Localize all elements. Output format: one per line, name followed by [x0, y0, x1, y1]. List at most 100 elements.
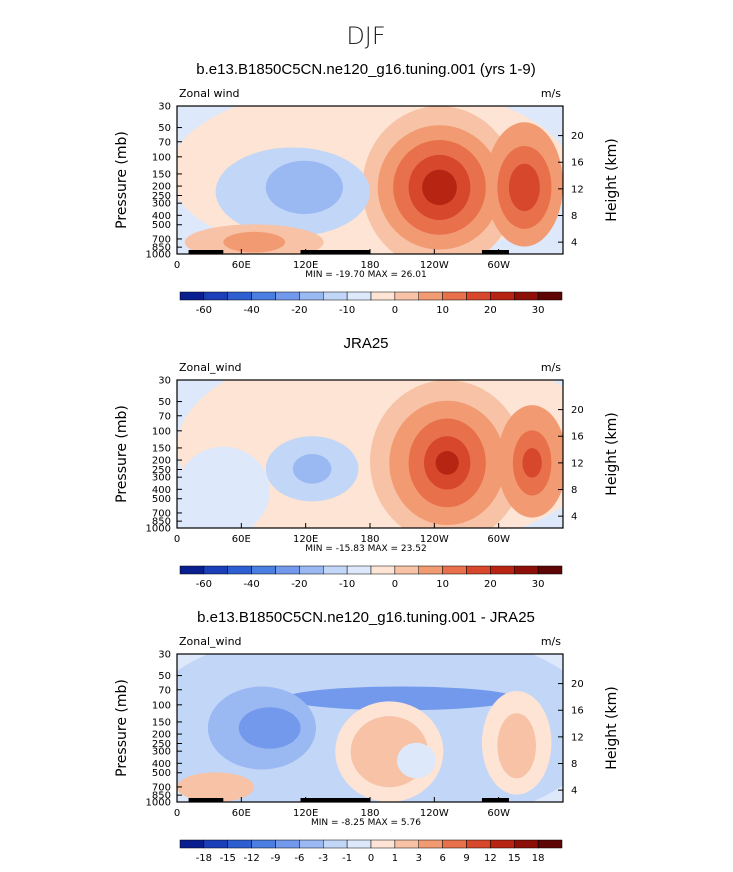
- y-tick-label: 1000: [146, 250, 171, 261]
- colorbar-swatch: [346, 291, 372, 301]
- colorbar-label: 6: [439, 853, 445, 864]
- y-tick-label: 700: [152, 234, 171, 245]
- x-tick-label: 120W: [420, 534, 449, 545]
- colorbar-label: -20: [291, 579, 307, 590]
- y2-tick-label: 16: [571, 706, 584, 717]
- colorbar-swatch: [370, 291, 396, 301]
- y2-tick-label: 12: [571, 732, 584, 743]
- colorbar-swatch: [466, 565, 491, 575]
- colorbar-label: -40: [243, 305, 259, 316]
- colorbar-swatch: [179, 839, 205, 849]
- contour-fill: [285, 686, 517, 711]
- y-tick-label: 100: [152, 700, 171, 711]
- y-tick-label: 700: [152, 508, 171, 519]
- colorbar-label: 20: [484, 579, 497, 590]
- y-tick-label: 500: [152, 768, 171, 779]
- colorbar-swatch: [514, 291, 539, 301]
- y-tick-label: 70: [158, 411, 171, 422]
- contour-fill: [177, 446, 270, 528]
- y-axis-title: Pressure (mb): [114, 405, 130, 503]
- colorbar-label: -15: [220, 853, 236, 864]
- contour-fill: [177, 772, 255, 802]
- x-tick-label: 120E: [293, 260, 318, 271]
- colorbar-label: 9: [463, 853, 469, 864]
- colorbar-label: 30: [532, 579, 545, 590]
- y-tick-label: 30: [158, 102, 171, 113]
- y2-tick-label: 4: [571, 512, 577, 523]
- colorbar-swatch: [275, 565, 300, 575]
- colorbar-swatch: [346, 839, 372, 849]
- y2-tick-label: 20: [571, 405, 584, 416]
- y-tick-label: 400: [152, 211, 171, 222]
- x-tick-label: 60E: [232, 260, 251, 271]
- contour-fill: [435, 451, 459, 475]
- colorbar-swatch: [394, 291, 419, 301]
- y-tick-label: 250: [152, 739, 171, 750]
- terrain-block: [481, 798, 509, 802]
- y-axis-title: Pressure (mb): [114, 131, 130, 229]
- colorbar-label: 18: [532, 853, 545, 864]
- colorbar-swatch: [394, 565, 419, 575]
- y-tick-label: 100: [152, 152, 171, 163]
- colorbar-label: 20: [484, 305, 497, 316]
- terrain-block: [188, 250, 224, 254]
- colorbar-label: 30: [532, 305, 545, 316]
- y-tick-label: 850: [152, 517, 171, 528]
- y2-axis-title: Height (km): [604, 412, 620, 495]
- colorbar-label: 0: [392, 305, 398, 316]
- panel-title: JRA25: [343, 335, 388, 352]
- colorbar-label: 1: [392, 853, 398, 864]
- colorbar-swatch: [275, 839, 300, 849]
- colorbar-swatch: [323, 565, 348, 575]
- colorbar-swatch: [394, 839, 419, 849]
- y2-tick-label: 20: [571, 131, 584, 142]
- y-axis-title: Pressure (mb): [114, 679, 130, 777]
- x-tick-label: 180: [360, 260, 379, 271]
- contour-fill: [238, 707, 301, 749]
- colorbar-label: -60: [196, 579, 212, 590]
- y-tick-label: 700: [152, 782, 171, 793]
- x-tick-label: 120E: [293, 534, 318, 545]
- colorbar-swatch: [418, 839, 443, 849]
- y2-tick-label: 8: [571, 211, 577, 222]
- colorbar-swatch: [299, 291, 324, 301]
- y-tick-label: 150: [152, 717, 171, 728]
- y-tick-label: 300: [152, 747, 171, 758]
- x-tick-label: 60E: [232, 808, 251, 819]
- colorbar-swatch: [323, 291, 348, 301]
- contour-fill: [265, 160, 343, 215]
- colorbar-swatch: [537, 291, 563, 301]
- y-tick-label: 150: [152, 443, 171, 454]
- colorbar-swatch: [227, 565, 252, 575]
- min-max-label: MIN = -19.70 MAX = 26.01: [305, 270, 426, 280]
- colorbar-label: 10: [436, 305, 449, 316]
- colorbar-swatch: [251, 839, 276, 849]
- contour-field: [177, 106, 563, 254]
- y-tick-label: 500: [152, 220, 171, 231]
- y-tick-label: 100: [152, 426, 171, 437]
- y-tick-label: 500: [152, 494, 171, 505]
- y-tick-label: 850: [152, 243, 171, 254]
- y-tick-label: 30: [158, 376, 171, 387]
- y-tick-label: 150: [152, 169, 171, 180]
- colorbar-swatch: [346, 565, 372, 575]
- colorbar-swatch: [179, 291, 205, 301]
- colorbar-swatch: [418, 565, 443, 575]
- colorbar-swatch: [490, 291, 515, 301]
- y-tick-label: 1000: [146, 524, 171, 535]
- x-tick-label: 0: [174, 260, 180, 271]
- colorbar-label: -10: [339, 305, 355, 316]
- y-tick-label: 200: [152, 730, 171, 741]
- colorbar-label: -3: [318, 853, 328, 864]
- x-tick-label: 60W: [487, 808, 510, 819]
- colorbar-swatch: [203, 565, 228, 575]
- y-tick-label: 70: [158, 685, 171, 696]
- colorbar-label: 10: [436, 579, 449, 590]
- colorbar-swatch: [251, 565, 276, 575]
- colorbar-swatch: [203, 839, 228, 849]
- y-tick-label: 70: [158, 137, 171, 148]
- x-tick-label: 0: [174, 534, 180, 545]
- colorbar-swatch: [275, 291, 300, 301]
- field-label: Zonal wind: [179, 87, 240, 100]
